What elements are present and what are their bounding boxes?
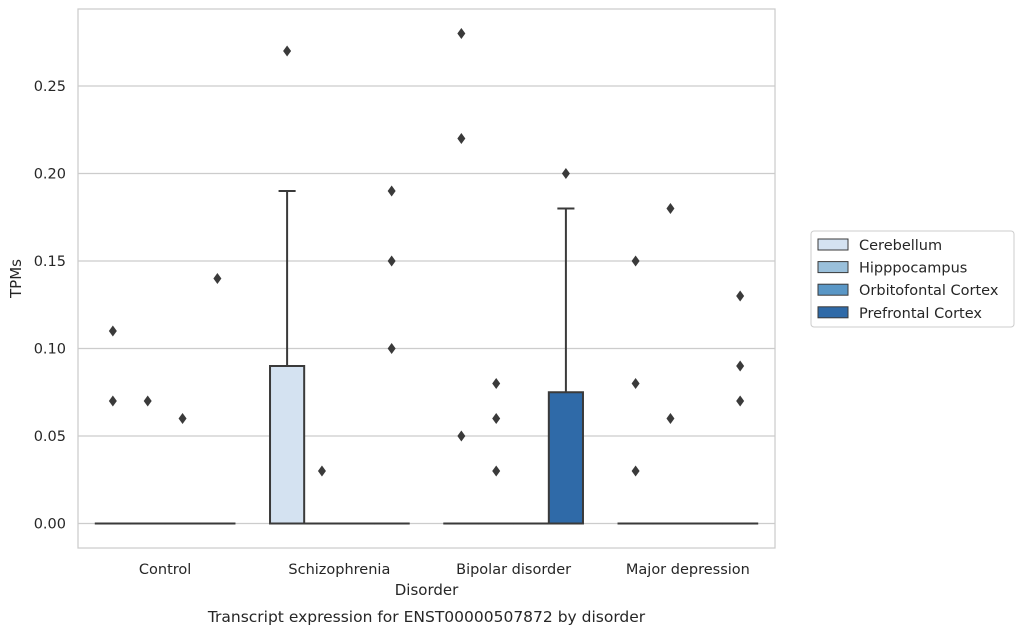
plot-marks <box>94 28 759 525</box>
outlier-point <box>492 378 501 389</box>
y-tick-label: 0.10 <box>34 342 66 358</box>
y-tick-label: 0.25 <box>34 79 66 95</box>
outlier-point <box>178 413 187 424</box>
outlier-point <box>108 395 117 407</box>
legend-label: Orbitofontal Cortex <box>859 283 999 299</box>
outlier-point <box>492 465 501 477</box>
box <box>547 391 584 525</box>
outlier-point <box>631 465 640 477</box>
legend-label: Cerebellum <box>859 238 942 254</box>
outlier-point <box>457 28 466 39</box>
outlier-point <box>666 203 675 214</box>
y-axis-label: TPMs <box>7 259 25 299</box>
outlier-point <box>387 185 396 197</box>
outlier-point <box>213 273 222 284</box>
outlier-point <box>457 133 466 144</box>
legend-swatch <box>817 283 849 296</box>
outlier-point <box>143 395 152 407</box>
x-tick-label: Control <box>139 562 191 578</box>
y-tick-label: 0.05 <box>34 429 66 445</box>
outlier-point <box>736 360 745 372</box>
legend-swatch <box>817 306 849 319</box>
outlier-point <box>561 168 570 179</box>
outlier-point <box>631 378 640 389</box>
box <box>269 365 306 525</box>
outlier-point <box>492 413 501 424</box>
y-tick-label: 0.15 <box>34 254 66 270</box>
outlier-point <box>736 395 745 407</box>
x-axis-label: Disorder <box>395 581 459 599</box>
y-tick-labels: 0.00 0.05 0.10 0.15 0.20 0.25 <box>34 79 66 533</box>
legend-label: Prefrontal Cortex <box>859 306 982 322</box>
outlier-point <box>387 255 396 267</box>
legend-swatch <box>817 238 849 251</box>
outlier-point <box>736 290 745 302</box>
y-tick-label: 0.20 <box>34 167 66 183</box>
outlier-point <box>283 45 292 57</box>
y-tick-label: 0.00 <box>34 517 66 533</box>
outlier-point <box>108 325 117 337</box>
x-tick-label: Major depression <box>626 562 750 578</box>
x-tick-label: Bipolar disorder <box>456 562 571 578</box>
legend-frame <box>810 230 1015 328</box>
legend-label: Hipppocampus <box>859 261 967 277</box>
outlier-point <box>387 343 396 354</box>
legend-swatch <box>817 261 849 274</box>
x-tick-label: Schizophrenia <box>288 562 390 578</box>
legend: Cerebellum Hipppocampus Orbitofontal Corte… <box>810 230 1015 328</box>
outlier-point <box>317 465 326 477</box>
outlier-point <box>631 255 640 267</box>
chart-title: Transcript expression for ENST0000050787… <box>207 608 646 626</box>
plot-frame <box>77 8 776 549</box>
outlier-point <box>457 430 466 442</box>
outlier-point <box>666 413 675 424</box>
x-tick-labels: Control Schizophrenia Bipolar disorder Majo… <box>139 562 750 578</box>
